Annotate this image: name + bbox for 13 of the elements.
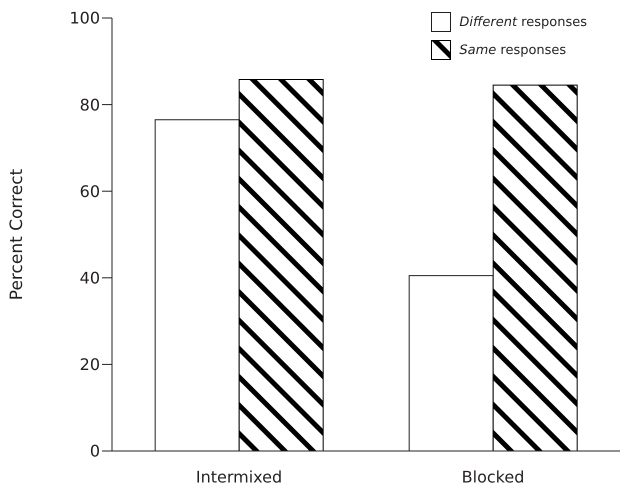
y-tick-label: 60 [80, 182, 100, 201]
legend-label: Different responses [459, 14, 587, 30]
y-tick-label: 0 [90, 442, 100, 461]
y-tick-label: 100 [69, 8, 100, 28]
x-tick-label: Blocked [462, 467, 524, 486]
y-tick-label: 40 [80, 268, 100, 288]
y-tick-label: 80 [80, 95, 100, 114]
bar [492, 84, 578, 451]
x-tick-label: Intermixed [196, 467, 282, 486]
y-axis-title: Percent Correct [7, 168, 28, 300]
bar [238, 78, 324, 451]
legend-label: Same responses [459, 42, 566, 58]
y-tick-label: 20 [80, 355, 100, 374]
